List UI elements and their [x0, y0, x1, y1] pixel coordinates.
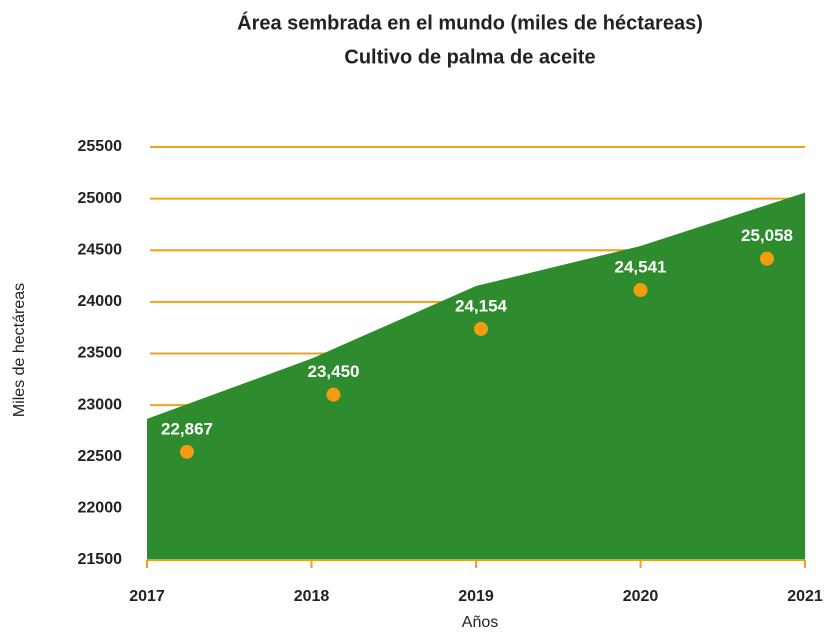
x-tick-label: 2019 — [458, 588, 494, 605]
y-tick-label: 25500 — [78, 138, 123, 155]
chart-subtitle: Cultivo de palma de aceite — [344, 46, 595, 68]
value-label: 24,154 — [455, 296, 508, 315]
area — [147, 192, 805, 560]
marker — [760, 251, 774, 266]
x-tick-label: 2018 — [294, 588, 330, 605]
y-tick-label: 24500 — [78, 241, 123, 258]
y-tick-label: 22500 — [78, 448, 123, 465]
chart-title: Área sembrada en el mundo (miles de héct… — [237, 11, 703, 34]
x-tick-label: 2017 — [129, 588, 165, 605]
value-label: 22,867 — [161, 419, 213, 438]
marker — [633, 283, 648, 298]
value-label: 24,541 — [615, 258, 667, 277]
y-tick-label: 24000 — [78, 293, 123, 310]
y-tick-label: 22000 — [78, 500, 123, 517]
x-tick-label: 2020 — [623, 588, 659, 605]
marker — [180, 444, 194, 459]
marker — [474, 321, 488, 336]
y-tick-label: 25000 — [78, 190, 123, 207]
x-tick-label: 2021 — [787, 588, 823, 605]
y-tick-label: 23500 — [78, 345, 123, 362]
value-label: 23,450 — [308, 362, 360, 381]
y-tick-label: 21500 — [78, 551, 123, 568]
marker — [326, 387, 341, 402]
value-label: 25,058 — [741, 226, 793, 245]
y-axis-label: Miles de hectáreas — [11, 283, 28, 417]
y-tick-label: 23000 — [78, 396, 123, 413]
x-axis-label: Años — [462, 614, 498, 631]
